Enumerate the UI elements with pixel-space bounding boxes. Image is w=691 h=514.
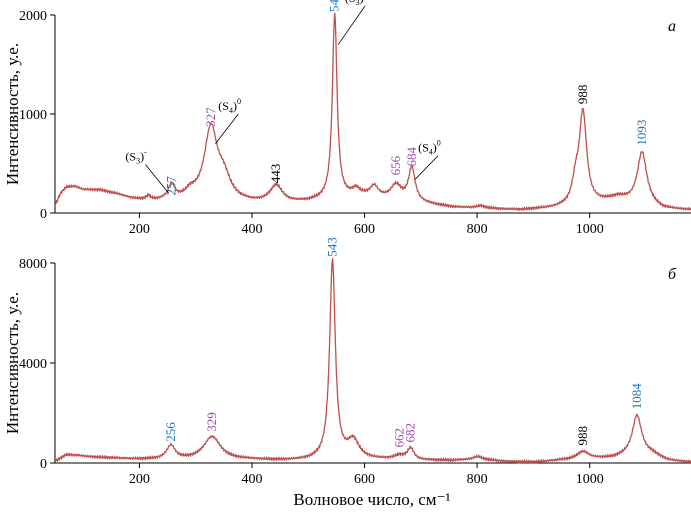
axes-frame [54, 15, 691, 214]
species-base: (S [418, 141, 429, 155]
x-tick-label: 200 [129, 222, 150, 237]
peak-label: 256 [163, 422, 178, 442]
y-tick-label: 2000 [19, 9, 47, 24]
species-pointer [215, 113, 239, 144]
x-tick-label: 600 [354, 222, 375, 237]
peak-label: 988 [575, 85, 590, 105]
panel-b: 200 400 600 800 1000 0 4000 8000 Интенсивность, … [3, 237, 691, 487]
species-base: (S [125, 150, 136, 164]
y-tick-label: 8000 [19, 257, 47, 272]
y-axis-title: Интенсивность, у.е. [3, 43, 22, 185]
peak-label: 988 [575, 426, 590, 446]
peak-label: 682 [403, 423, 418, 443]
x-tick-label: 600 [354, 472, 375, 487]
species-sub: 4 [429, 148, 433, 157]
peak-label: 684 [404, 146, 419, 166]
x-axis-title: Волновое число, см⁻¹ [293, 490, 450, 509]
y-tick-label: 1000 [19, 108, 47, 123]
peak-label: 327 [203, 107, 218, 127]
x-tick-label: 1000 [576, 222, 604, 237]
peak-label: 257 [164, 176, 179, 196]
species-sup: - [144, 148, 147, 157]
species-sup: 0 [437, 139, 441, 148]
peak-label: 1084 [629, 383, 644, 410]
peak-label: 329 [204, 412, 219, 432]
species-base: (S [345, 0, 356, 5]
species-pointer [337, 5, 366, 45]
panel-letter: а [668, 18, 676, 35]
species-close: ) [140, 150, 144, 164]
peak-label: 543 [324, 237, 339, 257]
species-sub: 3 [356, 0, 360, 7]
species-sub: 4 [229, 106, 233, 115]
species-sub: 3 [136, 157, 140, 166]
y-tick-label: 0 [40, 207, 47, 222]
x-tick-label: 800 [467, 472, 488, 487]
peak-label: 547 [327, 0, 342, 12]
species-label: (S3)- [125, 148, 147, 166]
x-tick-label: 400 [241, 472, 262, 487]
peak-label: 662 [391, 428, 406, 448]
species-close: ) [433, 141, 437, 155]
x-tick-label: 400 [241, 222, 262, 237]
spectrum-line [55, 12, 691, 212]
y-tick-label: 4000 [19, 357, 47, 372]
species-close: ) [233, 99, 237, 113]
species-label: (S4)0 [218, 97, 241, 115]
x-tick-label: 1000 [576, 472, 604, 487]
species-label: (S3)- [345, 0, 367, 7]
species-base: (S [218, 99, 229, 113]
x-tick-label: 200 [129, 472, 150, 487]
axes-frame [54, 263, 691, 464]
peak-label: 656 [388, 155, 403, 175]
y-tick-label: 0 [40, 457, 47, 472]
species-sup: 0 [237, 97, 241, 106]
species-close: ) [360, 0, 364, 5]
species-label: (S4)0 [418, 139, 441, 157]
species-pointer [414, 155, 439, 180]
panel-a: 200 400 600 800 1000010002000Интенсивность, … [3, 0, 691, 237]
peak-label: 1093 [634, 120, 649, 146]
species-pointer [145, 164, 170, 194]
panel-letter: б [668, 266, 677, 283]
peak-label: 443 [268, 164, 283, 184]
x-tick-label: 800 [467, 222, 488, 237]
y-axis-title: Интенсивность, у.е. [3, 292, 22, 434]
spectrum-line [55, 257, 691, 464]
